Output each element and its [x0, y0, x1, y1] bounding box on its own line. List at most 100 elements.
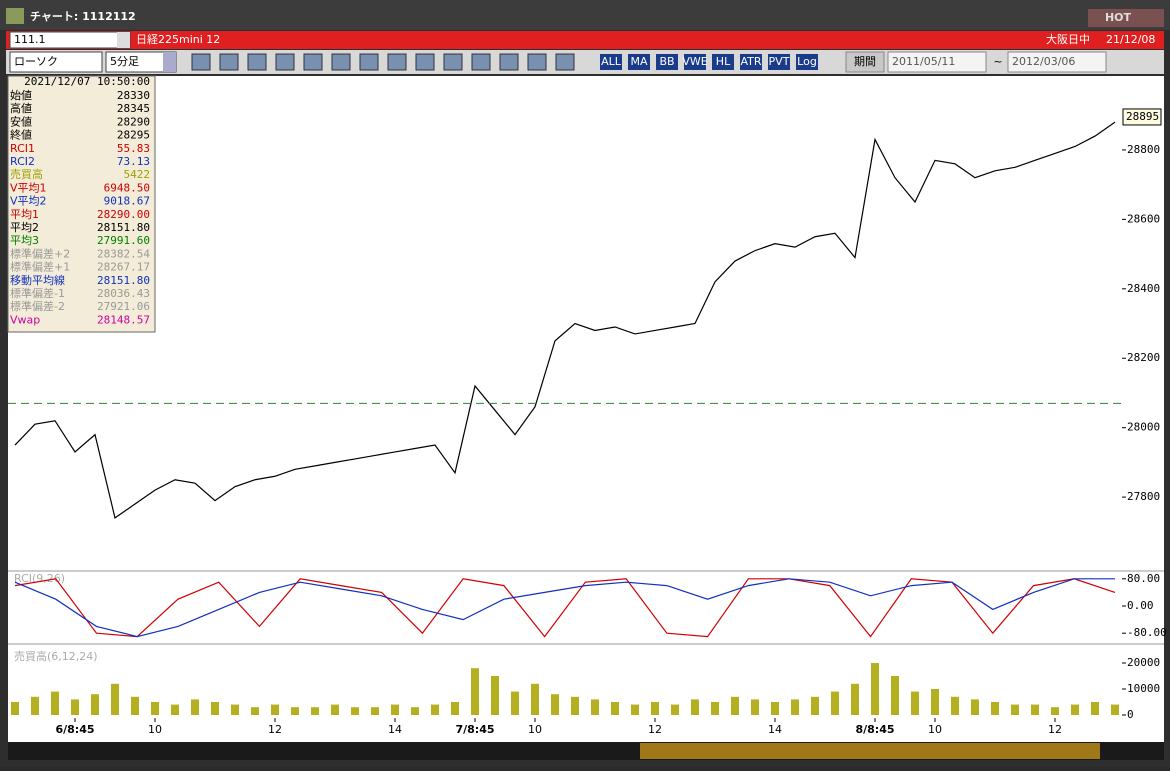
tool-icon[interactable]: [712, 54, 734, 70]
volume-bar: [51, 691, 59, 715]
volume-bar: [431, 704, 439, 715]
to-date: 2012/03/06: [1012, 55, 1075, 68]
to-input[interactable]: [1007, 51, 1107, 73]
volume-bar: [871, 663, 879, 715]
code: 111.1: [14, 33, 46, 46]
chart-type-select[interactable]: [9, 51, 103, 73]
panel-label: 売買高(6,12,24): [14, 649, 98, 663]
interval: 5分足: [110, 55, 139, 68]
info-label: 平均3: [10, 233, 39, 247]
tool-button[interactable]: [499, 53, 519, 71]
info-label: 高値: [10, 101, 32, 115]
code-dropdown[interactable]: [117, 32, 130, 48]
scroll-thumb[interactable]: [640, 743, 1100, 759]
volume-bar: [611, 702, 619, 715]
info-label: V平均2: [10, 194, 47, 208]
info-value: 28151.80: [97, 221, 150, 234]
tool-icon[interactable]: [684, 54, 706, 70]
session: 大阪日中: [1046, 32, 1090, 46]
tool-icon[interactable]: [768, 54, 790, 70]
info-value: 28382.54: [97, 247, 150, 260]
tool-icon[interactable]: [740, 54, 762, 70]
volume-bar: [71, 699, 79, 715]
y-tick-label: 28000: [1127, 421, 1160, 434]
tool-icon-label: VWE: [682, 55, 707, 68]
volume-bar: [451, 702, 459, 715]
date: 21/12/08: [1106, 33, 1155, 46]
info-label: 標準偏差-2: [10, 299, 65, 313]
period-button[interactable]: [845, 51, 885, 73]
y-tick-label: 10000: [1127, 682, 1160, 695]
series-line: [14, 578, 1115, 638]
price-axis: [1122, 76, 1164, 718]
volume-bar: [471, 668, 479, 715]
tool-icon[interactable]: [600, 54, 622, 70]
tool-icon-label: ATR: [740, 55, 761, 68]
volume-bar: [371, 707, 379, 715]
volume-bar: [1071, 704, 1079, 715]
tool-icon[interactable]: [656, 54, 678, 70]
volume-bar: [31, 696, 39, 715]
tool-button[interactable]: [471, 53, 491, 71]
tool-button[interactable]: [303, 53, 323, 71]
volume-bar: [1011, 704, 1019, 715]
tool-button[interactable]: [527, 53, 547, 71]
tool-icon[interactable]: [628, 54, 650, 70]
tool-button[interactable]: [359, 53, 379, 71]
info-label: 終値: [10, 129, 32, 142]
volume-bar: [751, 699, 759, 715]
tool-button[interactable]: [415, 53, 435, 71]
tool-icon-label: ALL: [601, 55, 622, 68]
from-input[interactable]: [887, 51, 987, 73]
volume-bar: [971, 699, 979, 715]
tool-button[interactable]: [275, 53, 295, 71]
tool-button[interactable]: [387, 53, 407, 71]
tool-button[interactable]: [219, 53, 239, 71]
volume-bar: [731, 696, 739, 715]
tool-button[interactable]: [331, 53, 351, 71]
info-value: 28151.80: [97, 274, 150, 287]
tool-button[interactable]: [443, 53, 463, 71]
tool-button[interactable]: [555, 53, 575, 71]
info-label: RCI2: [10, 155, 35, 168]
info-strip: [6, 31, 1164, 49]
time-axis: [8, 718, 1164, 742]
volume-bar: [791, 699, 799, 715]
volume-bar: [651, 702, 659, 715]
volume-bar: [291, 707, 299, 715]
info-label: 平均2: [10, 220, 39, 234]
title-bar: [0, 0, 1170, 30]
panel-label: RCI(9,26): [14, 572, 65, 585]
tool-icon[interactable]: [796, 54, 818, 70]
volume-bar: [171, 704, 179, 715]
volume-bar: [631, 704, 639, 715]
info-label: 標準偏差+2: [10, 246, 70, 260]
y-tick-label: 28400: [1127, 282, 1160, 295]
info-label: 平均1: [10, 207, 39, 221]
volume-bar: [411, 707, 419, 715]
tool-button[interactable]: [247, 53, 267, 71]
info-value: 28036.43: [97, 287, 150, 300]
series-line: [14, 578, 1116, 638]
info-value: 28267.17: [97, 261, 150, 274]
hot-label: HOT: [1105, 11, 1132, 24]
volume-bar: [851, 683, 859, 715]
tool-icon-label: PVT: [769, 55, 790, 68]
interval-dropdown[interactable]: [163, 52, 176, 72]
info-label: 始値: [10, 88, 32, 102]
y-tick-label: 28600: [1127, 212, 1160, 225]
info-value: 5422: [124, 168, 151, 181]
hot-button[interactable]: [1088, 9, 1164, 27]
tool-button[interactable]: [191, 53, 211, 71]
info-label: 標準偏差+1: [10, 260, 70, 274]
info-label: 移動平均線: [10, 273, 65, 287]
x-tick-label: 7/8:45: [455, 723, 494, 736]
y-tick-label: 27800: [1127, 490, 1160, 503]
from-date: 2011/05/11: [892, 55, 955, 68]
last-price: 28895: [1126, 110, 1159, 123]
volume-bar: [491, 676, 499, 715]
window-title: チャート: 1112112: [30, 10, 136, 23]
volume-bar: [271, 704, 279, 715]
